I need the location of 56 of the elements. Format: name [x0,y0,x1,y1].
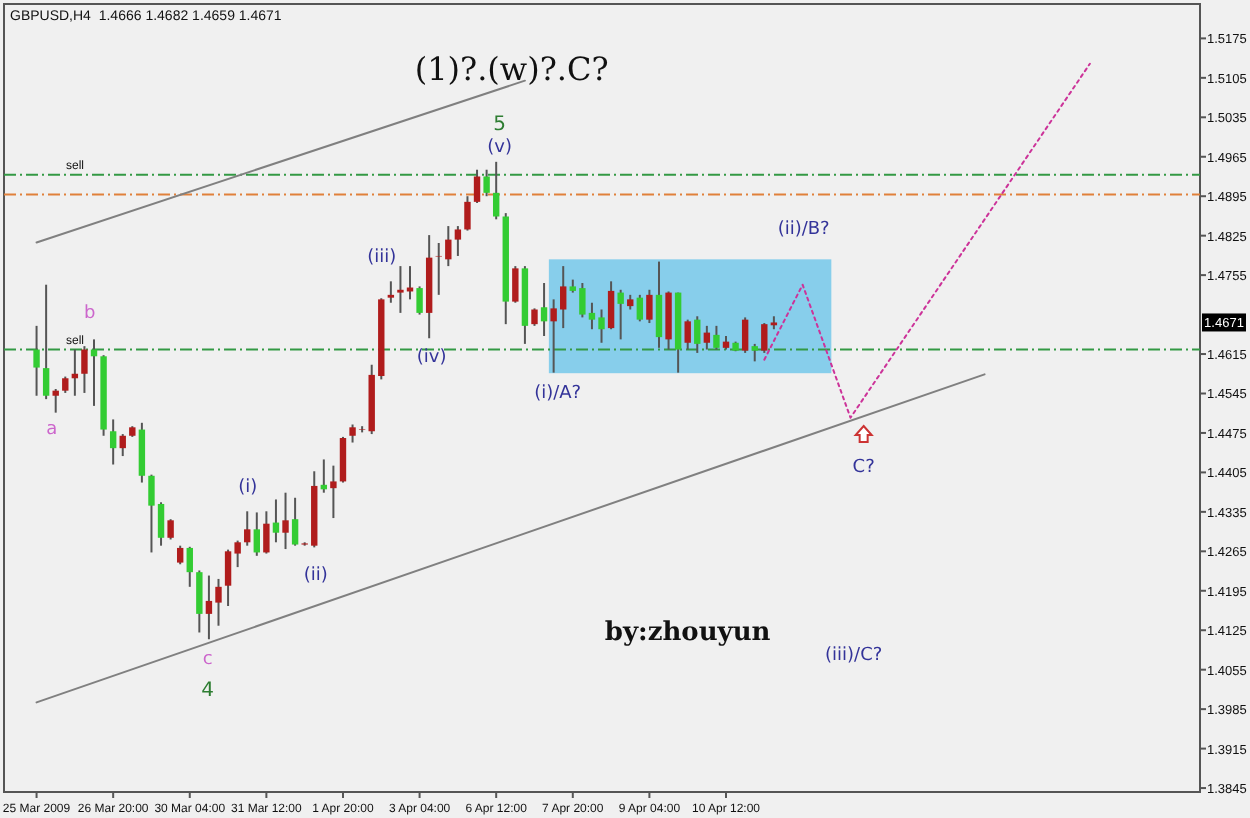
candlestick [387,280,395,304]
candlestick [483,168,490,198]
candlestick [330,464,337,520]
candlestick [454,225,462,257]
candlestick [607,280,615,331]
candlestick [636,293,644,323]
candlestick [655,260,663,349]
annotation: (iv) [416,348,447,368]
annotation: (ii) [303,566,328,586]
candlestick [540,282,548,337]
candlestick [263,510,270,555]
candlestick [492,160,500,221]
candlestick [646,288,653,325]
annotation: (i) [238,478,258,498]
annotation: (1)?.(w)?.C? [414,50,609,88]
candlestick [52,387,59,414]
annotation: 5 [493,114,507,136]
candlestick [81,345,88,394]
candlestick [196,569,203,634]
candlestick [694,315,701,354]
candlestick [119,433,126,458]
candlestick [339,435,347,484]
annotation: c [202,650,213,670]
annotation: (iii)/C? [825,646,883,666]
candlestick [703,324,711,351]
candlestick [272,498,280,544]
annotation: (ii)/B? [777,220,831,240]
candlestick [713,324,720,351]
candlestick [464,195,471,232]
candlestick [176,544,184,566]
candlestick [473,168,481,204]
annotation: C? [852,458,876,478]
candlestick [512,265,519,304]
candlestick [244,510,251,547]
candlestick [282,491,289,551]
candlestick [138,421,146,484]
annotation: by:zhouyun [604,618,772,648]
annotation: (i)/A? [534,384,582,404]
candlestick [617,288,624,341]
annotation: b [83,304,96,324]
annotation: a [46,420,58,440]
candlestick [253,511,260,557]
annotation: 4 [201,680,215,702]
candlestick [665,290,672,351]
line-series [763,62,1091,419]
candlestick [33,324,40,397]
candlestick [109,418,117,466]
candlestick [684,318,691,351]
annotation: (iii) [367,248,397,268]
candlestick [741,316,749,354]
candlestick [186,545,193,588]
candlestick [291,496,299,547]
candlestick [167,518,174,541]
candlestick [42,283,50,401]
annotation: (v) [487,138,513,158]
candlestick [416,285,423,316]
